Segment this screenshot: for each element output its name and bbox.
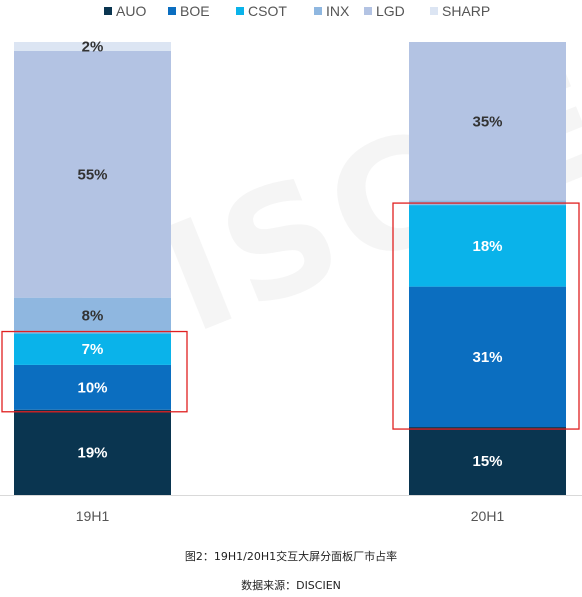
legend-label-lgd: LGD bbox=[376, 3, 405, 19]
data-label-19h1-auo: 19% bbox=[77, 444, 107, 461]
highlight-box-19h1 bbox=[1, 330, 188, 413]
legend-item-boe: BOE bbox=[168, 3, 210, 19]
legend-swatch-inx bbox=[314, 7, 322, 15]
source-caption: 数据来源：DISCIEN bbox=[241, 579, 341, 592]
data-label-19h1-lgd: 55% bbox=[77, 166, 107, 183]
legend-swatch-csot bbox=[236, 7, 244, 15]
bar-19h1-sharp bbox=[14, 42, 171, 51]
legend-label-auo: AUO bbox=[116, 3, 146, 19]
x-tick-label-20h1: 20H1 bbox=[471, 508, 505, 524]
bar-20h1-auo bbox=[409, 427, 566, 495]
legend-label-csot: CSOT bbox=[248, 3, 287, 19]
x-tick-label-19h1: 19H1 bbox=[76, 508, 110, 524]
legend-item-inx: INX bbox=[314, 3, 350, 19]
data-label-19h1-csot: 7% bbox=[82, 341, 104, 358]
legend-label-inx: INX bbox=[326, 3, 350, 19]
legend-swatch-sharp bbox=[430, 7, 438, 15]
data-label-20h1-lgd: 35% bbox=[472, 113, 502, 130]
data-label-19h1-boe: 10% bbox=[77, 379, 107, 396]
legend-item-csot: CSOT bbox=[236, 3, 287, 19]
legend-swatch-auo bbox=[104, 7, 112, 15]
figure-caption: 图2：19H1/20H1交互大屏分面板厂市占率 bbox=[184, 550, 398, 563]
data-labels: 19% 10% 7% 8% 55% 2% 15% 31% 18% 35% bbox=[77, 38, 502, 470]
legend-item-lgd: LGD bbox=[364, 3, 405, 19]
bar-19h1-inx bbox=[14, 297, 171, 334]
bar-19h1-boe bbox=[14, 364, 171, 410]
legend-swatch-lgd bbox=[364, 7, 372, 15]
legend-item-auo: AUO bbox=[104, 3, 146, 19]
bar-19h1-lgd bbox=[14, 50, 171, 298]
data-label-20h1-auo: 15% bbox=[472, 453, 502, 470]
x-axis: 19H1 20H1 bbox=[0, 495, 582, 524]
data-label-19h1-inx: 8% bbox=[82, 308, 104, 325]
bar-20h1-lgd bbox=[409, 42, 566, 201]
bar-20h1-csot bbox=[409, 205, 566, 287]
data-label-19h1-sharp: 2% bbox=[82, 38, 104, 55]
bars bbox=[14, 42, 566, 495]
bar-19h1-csot bbox=[14, 333, 171, 365]
legend-item-sharp: SHARP bbox=[430, 3, 490, 19]
highlight-box-20h1 bbox=[392, 202, 580, 430]
legend-label-boe: BOE bbox=[180, 3, 210, 19]
stacked-bar-chart: AUO BOE CSOT INX LGD SHARP 19% 10% 7% 8% 55% 2% 15%… bbox=[0, 3, 582, 524]
highlight-boxes bbox=[1, 202, 580, 430]
data-label-20h1-boe: 31% bbox=[472, 349, 502, 366]
bar-20h1-boe bbox=[409, 286, 566, 428]
legend-swatch-boe bbox=[168, 7, 176, 15]
legend: AUO BOE CSOT INX LGD SHARP bbox=[104, 3, 490, 19]
bar-19h1-auo bbox=[14, 409, 171, 495]
data-label-20h1-csot: 18% bbox=[472, 238, 502, 255]
legend-label-sharp: SHARP bbox=[442, 3, 490, 19]
